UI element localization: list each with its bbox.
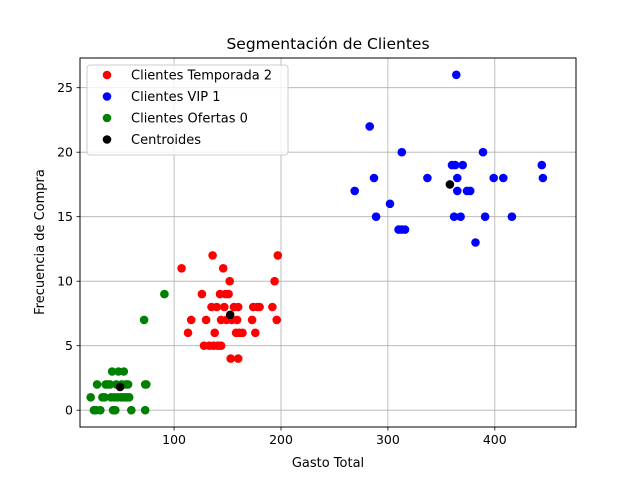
legend-label: Clientes Ofertas 0	[131, 112, 248, 127]
data-point	[255, 302, 264, 312]
x-axis: 100 200 300 400	[162, 427, 507, 447]
x-axis-label: Gasto Total	[292, 456, 364, 471]
data-point	[160, 289, 169, 299]
data-point	[452, 70, 461, 80]
x-tick-label: 100	[162, 432, 186, 447]
data-point	[538, 173, 548, 183]
x-tick-label: 400	[483, 432, 507, 447]
data-point	[272, 315, 282, 325]
data-point	[233, 354, 243, 363]
data-point	[226, 354, 235, 363]
y-axis-label: Frecuencia de Compra	[33, 169, 48, 315]
data-point	[499, 173, 508, 183]
data-point	[273, 251, 283, 260]
data-point	[232, 315, 242, 325]
data-point	[212, 302, 222, 312]
data-point	[423, 173, 432, 183]
legend-marker	[102, 92, 112, 101]
data-point	[471, 238, 480, 247]
data-point	[216, 341, 226, 351]
data-point	[142, 380, 151, 389]
data-point	[478, 147, 488, 157]
data-point	[183, 328, 193, 338]
data-point	[186, 315, 196, 325]
chart-title: Segmentación de Clientes	[226, 35, 429, 53]
data-point	[270, 276, 279, 286]
data-point	[107, 367, 117, 376]
data-points	[86, 70, 548, 415]
data-point	[537, 160, 547, 170]
legend-label: Clientes Temporada 2	[131, 69, 272, 84]
data-point	[225, 310, 235, 320]
y-tick-label: 15	[57, 209, 73, 224]
legend-marker	[102, 70, 112, 80]
data-point	[123, 380, 133, 389]
data-point	[139, 315, 149, 325]
data-point	[456, 212, 465, 221]
data-point	[92, 380, 102, 389]
data-point	[225, 276, 234, 286]
x-tick-label: 200	[269, 432, 293, 447]
data-point	[96, 405, 105, 415]
data-point	[458, 160, 468, 170]
data-point	[140, 405, 150, 415]
legend: Clientes Temporada 2 Clientes VIP 1 Client…	[86, 64, 289, 156]
data-point	[247, 315, 257, 325]
data-point	[453, 173, 462, 183]
data-point	[350, 186, 360, 196]
data-point	[124, 393, 134, 402]
data-point	[201, 315, 211, 325]
data-point	[105, 380, 115, 389]
data-point	[251, 328, 260, 338]
data-point	[224, 289, 233, 299]
data-point	[480, 212, 490, 221]
data-point	[507, 212, 517, 221]
data-point	[86, 393, 95, 402]
data-point	[365, 122, 375, 131]
data-point	[369, 173, 379, 183]
data-point	[220, 302, 229, 312]
legend-box	[86, 64, 289, 156]
data-point	[385, 199, 395, 209]
data-point	[218, 264, 228, 273]
data-point	[197, 289, 207, 299]
y-axis: 0 5 10 15 20 25	[57, 80, 80, 418]
legend-label: Clientes VIP 1	[131, 90, 221, 105]
legend-marker	[102, 113, 112, 123]
y-tick-label: 0	[65, 403, 73, 418]
data-point	[238, 328, 247, 338]
data-point	[127, 405, 136, 415]
data-point	[210, 328, 219, 338]
data-point	[371, 212, 381, 221]
data-point	[445, 180, 455, 189]
data-point	[449, 212, 459, 221]
plot-frame	[79, 57, 577, 428]
x-tick-label: 300	[376, 432, 400, 447]
data-point	[400, 225, 410, 234]
data-point	[465, 186, 475, 196]
data-point	[450, 160, 460, 170]
data-point	[208, 251, 217, 260]
data-point	[453, 186, 462, 196]
y-tick-label: 20	[57, 145, 73, 160]
y-tick-label: 5	[65, 338, 73, 353]
data-point	[233, 302, 243, 312]
y-tick-label: 25	[57, 80, 73, 95]
data-point	[100, 393, 109, 402]
data-point	[115, 382, 125, 392]
data-point	[119, 367, 129, 376]
data-point	[111, 405, 120, 415]
y-tick-label: 10	[57, 274, 73, 289]
data-point	[397, 147, 407, 157]
data-point	[489, 173, 499, 183]
legend-marker	[102, 135, 112, 144]
data-point	[177, 264, 186, 273]
data-point	[268, 302, 277, 312]
legend-label: Centroides	[131, 133, 201, 148]
